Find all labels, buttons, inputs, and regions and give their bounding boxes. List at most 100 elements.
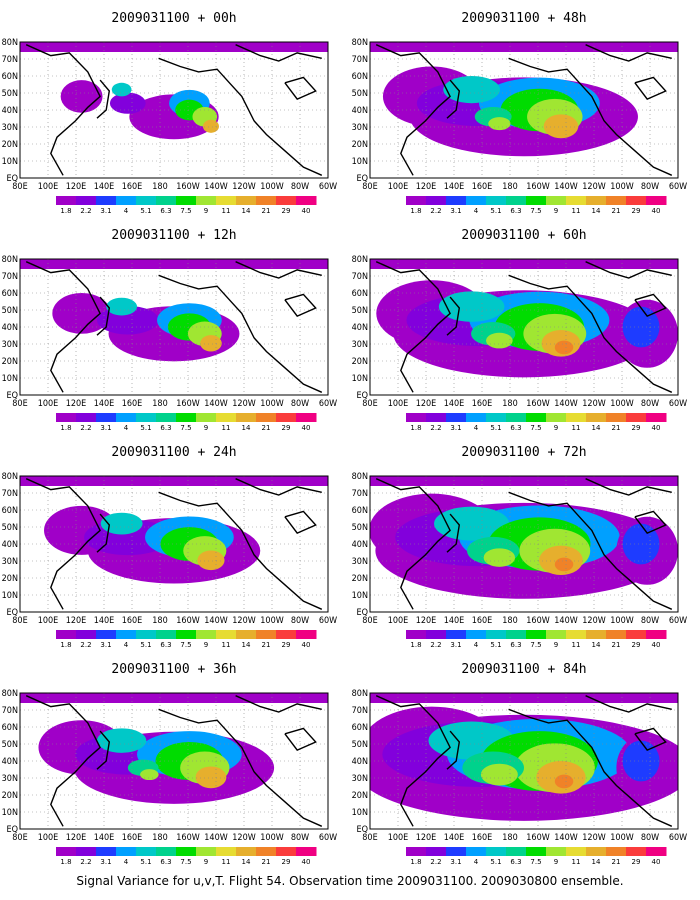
colorbar-swatch	[506, 413, 527, 422]
x-tick-label: 140E	[94, 399, 115, 409]
map-panel: 2009031100 + 12h 80E 100E 120E 140E 160E 180 16…	[2, 228, 338, 432]
colorbar-swatch	[136, 847, 157, 856]
x-tick-label: 180	[152, 399, 167, 409]
variance-contour	[438, 291, 505, 322]
colorbar-label: 6.3	[510, 424, 521, 432]
colorbar-swatch	[136, 630, 157, 639]
coastline	[235, 478, 322, 496]
colorbar-label: 40	[302, 641, 311, 649]
x-tick-label: 80W	[291, 833, 309, 843]
colorbar-swatch	[486, 196, 507, 205]
colorbar-label: 11	[222, 858, 231, 866]
colorbar-label: 29	[282, 207, 291, 215]
coastline	[375, 261, 451, 393]
x-tick-label: 80E	[12, 399, 27, 409]
colorbar-label: 29	[632, 424, 641, 432]
panel-title: 2009031100 + 72h	[461, 445, 586, 460]
x-tick-label: 80E	[12, 833, 27, 843]
x-tick-label: 140E	[94, 833, 115, 843]
colorbar-swatch	[276, 630, 297, 639]
x-tick-label: 180	[502, 616, 517, 626]
colorbar-label: 11	[572, 641, 581, 649]
y-tick-label: 80N	[352, 255, 368, 265]
colorbar-label: 2.2	[80, 207, 91, 215]
colorbar-swatch	[506, 847, 527, 856]
x-tick-label: 120E	[416, 833, 437, 843]
colorbar-swatch	[446, 413, 467, 422]
map-frame	[19, 475, 329, 613]
x-tick-label: 140W	[554, 399, 577, 409]
x-tick-label: 100E	[38, 616, 59, 626]
y-tick-label: EQ	[357, 174, 369, 184]
coastline	[96, 730, 111, 770]
x-tick-label: 140W	[554, 182, 577, 192]
y-tick-label: 30N	[2, 557, 18, 567]
colorbar-swatch	[626, 630, 647, 639]
colorbar-label: 3.1	[450, 207, 461, 215]
colorbar-label: 6.3	[160, 858, 171, 866]
colorbar-swatch	[626, 196, 647, 205]
colorbar-label: 21	[612, 424, 621, 432]
x-tick-label: 140E	[94, 616, 115, 626]
colorbar-swatch	[276, 196, 297, 205]
x-tick-label: 160W	[526, 182, 549, 192]
colorbar-swatch	[546, 413, 567, 422]
variance-contour	[111, 82, 132, 97]
colorbar-swatch	[426, 413, 447, 422]
colorbar-label: 3.1	[100, 424, 111, 432]
y-tick-label: 30N	[2, 123, 18, 133]
y-tick-label: 40N	[352, 540, 368, 550]
colorbar-swatch	[236, 847, 257, 856]
coastline	[25, 478, 101, 610]
x-tick-label: 100E	[38, 399, 59, 409]
x-tick-label: 120W	[582, 833, 605, 843]
colorbar-swatch	[646, 847, 667, 856]
coastline	[25, 695, 101, 827]
x-tick-label: 160W	[526, 616, 549, 626]
x-tick-label: 120E	[66, 616, 87, 626]
colorbar-label: 3.1	[450, 641, 461, 649]
x-tick-label: 60W	[319, 182, 337, 192]
colorbar-swatch	[586, 630, 607, 639]
colorbar-swatch	[646, 196, 667, 205]
colorbar-swatch	[586, 847, 607, 856]
x-tick-label: 120W	[582, 399, 605, 409]
x-tick-label: 100E	[388, 182, 409, 192]
colorbar-swatch	[216, 196, 237, 205]
colorbar-swatch	[566, 413, 587, 422]
colorbar-label: 1.8	[60, 641, 71, 649]
colorbar-label: 9	[554, 858, 558, 866]
map-frame	[369, 475, 679, 613]
colorbar-swatch	[606, 196, 627, 205]
panel-title: 2009031100 + 48h	[461, 11, 586, 26]
x-tick-label: 100E	[388, 399, 409, 409]
colorbar-label: 5.1	[490, 424, 501, 432]
colorbar-swatch	[566, 847, 587, 856]
colorbar-label: 11	[572, 424, 581, 432]
colorbar-label: 2.2	[430, 858, 441, 866]
x-tick-label: 100W	[610, 399, 633, 409]
y-tick-label: 50N	[352, 306, 368, 316]
y-tick-label: 80N	[2, 472, 18, 482]
colorbar-label: 4	[124, 858, 129, 866]
colorbar-swatch	[156, 847, 177, 856]
y-tick-label: 50N	[2, 306, 18, 316]
y-tick-label: 70N	[2, 272, 18, 282]
y-tick-label: 50N	[352, 740, 368, 750]
colorbar-swatch	[446, 847, 467, 856]
colorbar-label: 6.3	[510, 858, 521, 866]
y-tick-label: 40N	[2, 757, 18, 767]
colorbar-swatch	[236, 630, 257, 639]
colorbar-label: 9	[204, 858, 208, 866]
colorbar-label: 3.1	[100, 207, 111, 215]
x-tick-label: 120W	[232, 616, 255, 626]
y-tick-label: 40N	[352, 757, 368, 767]
panel-title: 2009031100 + 00h	[111, 11, 236, 26]
coastline	[96, 513, 111, 553]
y-tick-label: 50N	[352, 89, 368, 99]
coastline	[446, 513, 461, 553]
colorbar-label: 2.2	[80, 641, 91, 649]
colorbar-swatch	[56, 413, 77, 422]
y-tick-label: 80N	[2, 689, 18, 699]
colorbar-swatch	[646, 413, 667, 422]
